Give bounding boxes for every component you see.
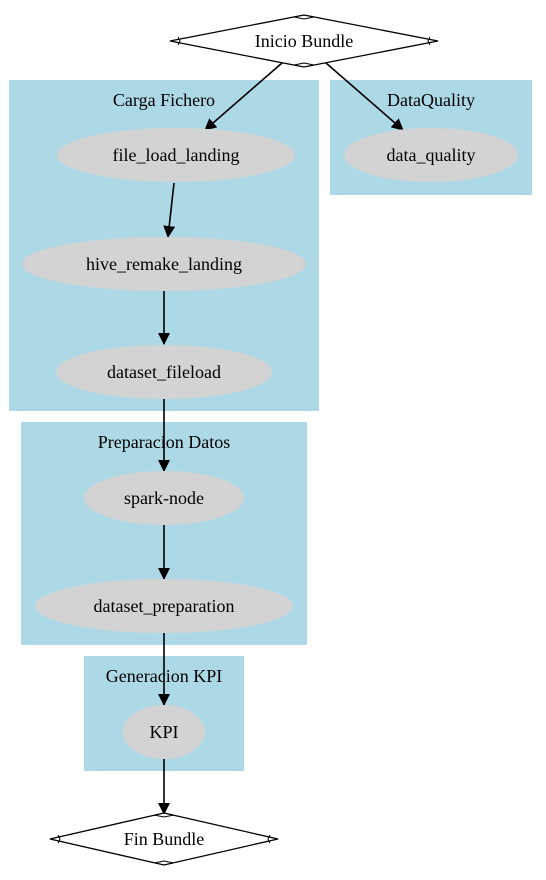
edge-file-load-to-hive-remake [163, 182, 176, 238]
edge-inicio-to-file-load-landing [204, 62, 283, 131]
hive-remake-landing-ellipse [22, 237, 306, 291]
node-spark-node: spark-node [84, 471, 244, 525]
cluster-dataquality-label: DataQuality [387, 90, 475, 110]
node-data-quality: data_quality [344, 128, 518, 182]
data-quality-label: data_quality [387, 145, 476, 165]
fin-bundle-label: Fin Bundle [124, 829, 205, 849]
node-hive-remake-landing: hive_remake_landing [22, 237, 306, 291]
inicio-bundle-label: Inicio Bundle [255, 31, 353, 51]
kpi-label: KPI [149, 722, 178, 742]
node-kpi: KPI [123, 705, 205, 759]
spark-node-ellipse [84, 471, 244, 525]
dataset-fileload-label: dataset_fileload [107, 362, 221, 382]
hive-remake-landing-label: hive_remake_landing [86, 254, 242, 274]
edge-inicio-to-data-quality [325, 62, 404, 131]
fin-bundle-top-notch [153, 814, 175, 818]
fin-bundle-bottom-notch [153, 860, 175, 864]
fin-bundle-diamond [49, 812, 279, 866]
file-load-landing-ellipse [57, 128, 295, 182]
dataset-fileload-ellipse [56, 345, 272, 399]
dataset-preparation-ellipse [35, 579, 293, 633]
inicio-bundle-top-notch [293, 16, 315, 20]
spark-node-label: spark-node [124, 488, 204, 508]
inicio-bundle-diamond [169, 14, 439, 68]
cluster-carga-fichero-label: Carga Fichero [113, 90, 215, 110]
data-quality-ellipse [344, 128, 518, 182]
node-fin-bundle: Fin Bundle [49, 812, 279, 866]
node-inicio-bundle: Inicio Bundle [169, 14, 439, 68]
dataset-preparation-label: dataset_preparation [94, 596, 235, 616]
file-load-landing-label: file_load_landing [113, 145, 240, 165]
inicio-bundle-left-notch [177, 36, 181, 46]
fin-bundle-right-notch [267, 834, 271, 844]
fin-bundle-left-notch [57, 834, 61, 844]
node-dataset-fileload: dataset_fileload [56, 345, 272, 399]
inicio-bundle-bottom-notch [293, 62, 315, 66]
node-file-load-landing: file_load_landing [57, 128, 295, 182]
node-dataset-preparation: dataset_preparation [35, 579, 293, 633]
kpi-ellipse [123, 705, 205, 759]
edges [158, 62, 404, 815]
inicio-bundle-right-notch [427, 36, 431, 46]
